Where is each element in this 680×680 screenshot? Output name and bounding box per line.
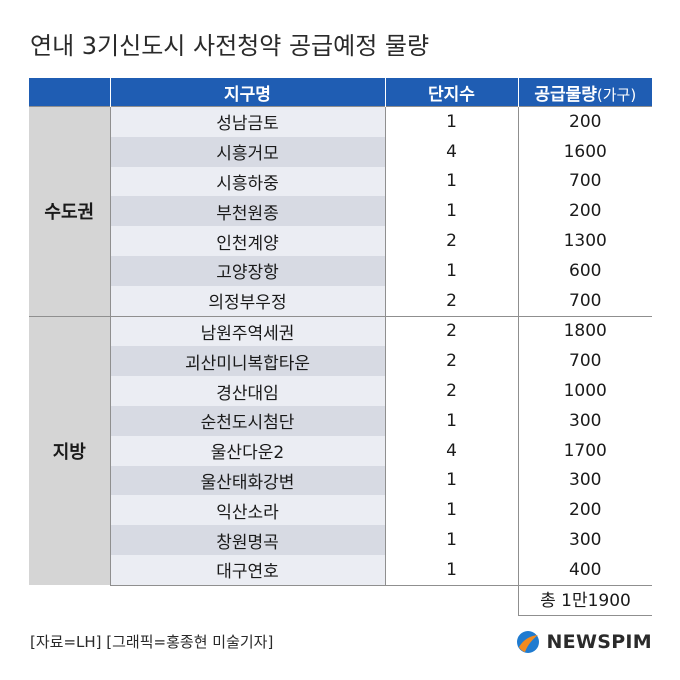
supply-cell: 1300	[563, 231, 607, 252]
district-cell: 창원명곡	[110, 525, 386, 555]
complexes-cell: 1	[385, 495, 519, 526]
complexes-cell: 2	[385, 376, 519, 406]
header-supply: 공급물량(가구)	[518, 78, 652, 107]
district-cell: 순천도시첨단	[110, 405, 386, 436]
table-row: 인천계양 2 1300	[29, 226, 652, 256]
table-row: 순천도시첨단 1 300	[29, 405, 652, 436]
district-cell: 의정부우정	[110, 285, 386, 317]
table-row: 시흥하중 1 700	[29, 166, 652, 197]
supply-cell: 200	[518, 105, 652, 137]
district-cell: 경산대임	[110, 376, 386, 406]
supply-cell: 1800	[518, 315, 652, 347]
region-label: 지방	[29, 315, 111, 586]
district-cell: 부천원종	[110, 196, 386, 227]
newspim-logo-icon	[517, 631, 540, 653]
district-cell: 남원주역세권	[110, 315, 386, 347]
supply-cell: 200	[569, 201, 602, 222]
table-row: 괴산미니복합타운 2 700	[29, 346, 652, 377]
region-label: 수도권	[29, 106, 111, 317]
complexes-cell: 4	[385, 435, 519, 466]
district-cell: 성남금토	[110, 105, 386, 137]
district-cell: 대구연호	[110, 554, 386, 586]
table-row: 고양장항 1 600	[29, 255, 652, 286]
table-row: 경산대임 2 1000	[29, 376, 652, 406]
complexes-cell: 1	[385, 554, 519, 586]
source-credit: [자료=LH] [그래픽=홍종현 미술기자]	[30, 633, 274, 651]
table-row: 부천원종 1 200	[29, 196, 652, 227]
complexes-cell: 2	[385, 285, 519, 317]
complexes-cell: 2	[385, 226, 519, 256]
district-cell: 익산소라	[110, 495, 386, 526]
supply-cell: 700	[569, 290, 602, 311]
district-cell: 괴산미니복합타운	[110, 346, 386, 377]
table-row: 울산태화강변 1 300	[29, 465, 652, 496]
supply-cell: 300	[569, 410, 602, 431]
table-row: 의정부우정 2 700	[29, 285, 652, 317]
total-supply: 총 1만1900	[518, 586, 652, 616]
supply-cell: 700	[569, 351, 602, 372]
supply-cell: 300	[569, 530, 602, 551]
logo-text: NEWSPIM	[546, 631, 652, 653]
header-supply-unit: (가구)	[596, 85, 637, 104]
header-district: 지구명	[110, 78, 386, 107]
supply-cell: 700	[569, 171, 602, 192]
supply-cell: 1600	[563, 141, 607, 162]
table-row: 대구연호 1 400	[29, 554, 652, 586]
table-row: 익산소라 1 200	[29, 495, 652, 526]
complexes-cell: 1	[385, 105, 519, 137]
supply-cell: 600	[569, 260, 602, 281]
complexes-cell: 1	[385, 405, 519, 436]
complexes-cell: 2	[385, 346, 519, 377]
supply-table: 지구명 단지수 공급물량(가구) 수도권 성남금토 1 200 시흥거모 4 1600 시흥하…	[29, 78, 652, 586]
supply-cell: 400	[518, 554, 652, 586]
complexes-cell: 1	[385, 525, 519, 555]
table-header-row: 지구명 단지수 공급물량(가구)	[29, 78, 652, 107]
complexes-cell: 1	[385, 255, 519, 286]
supply-cell: 1000	[563, 381, 607, 402]
district-cell: 시흥거모	[110, 136, 386, 167]
complexes-cell: 2	[385, 315, 519, 347]
district-cell: 고양장항	[110, 255, 386, 286]
table-row: 울산다운2 4 1700	[29, 435, 652, 466]
newspim-logo: NEWSPIM	[516, 628, 652, 656]
complexes-cell: 1	[385, 196, 519, 227]
complexes-cell: 1	[385, 166, 519, 197]
table-row: 지방 남원주역세권 2 1800	[29, 315, 652, 586]
district-cell: 울산태화강변	[110, 465, 386, 496]
table-row: 시흥거모 4 1600	[29, 136, 652, 167]
supply-cell: 300	[569, 470, 602, 491]
supply-cell: 1700	[563, 440, 607, 461]
complexes-cell: 4	[385, 136, 519, 167]
table-row: 수도권 성남금토 1 200	[29, 105, 652, 317]
district-cell: 시흥하중	[110, 166, 386, 197]
header-region	[29, 78, 111, 107]
supply-cell: 200	[569, 500, 602, 521]
header-complexes: 단지수	[385, 78, 519, 107]
district-cell: 인천계양	[110, 226, 386, 256]
complexes-cell: 1	[385, 465, 519, 496]
district-cell: 울산다운2	[110, 435, 386, 466]
table-row: 창원명곡 1 300	[29, 525, 652, 555]
chart-title: 연내 3기신도시 사전청약 공급예정 물량	[30, 32, 430, 60]
